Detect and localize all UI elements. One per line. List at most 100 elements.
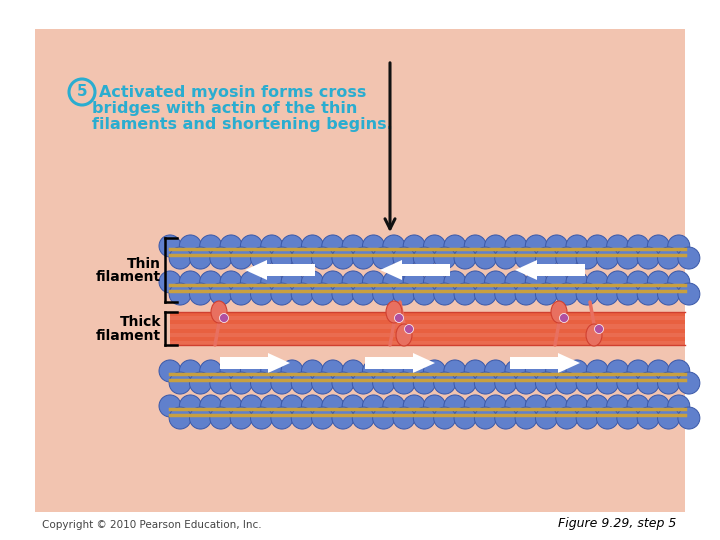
Circle shape <box>454 283 476 305</box>
Circle shape <box>586 395 608 417</box>
Circle shape <box>220 395 242 417</box>
Circle shape <box>352 407 374 429</box>
Circle shape <box>595 325 603 334</box>
Circle shape <box>271 372 293 394</box>
Circle shape <box>332 372 354 394</box>
Bar <box>170 320 685 325</box>
Circle shape <box>169 372 191 394</box>
Circle shape <box>433 247 456 269</box>
Circle shape <box>302 360 323 382</box>
Circle shape <box>546 271 567 293</box>
Circle shape <box>596 407 618 429</box>
Circle shape <box>657 407 680 429</box>
Circle shape <box>536 283 557 305</box>
Circle shape <box>495 283 517 305</box>
Circle shape <box>251 372 272 394</box>
Circle shape <box>251 407 272 429</box>
Circle shape <box>189 283 212 305</box>
Circle shape <box>373 407 395 429</box>
Circle shape <box>312 407 333 429</box>
Circle shape <box>485 271 507 293</box>
Circle shape <box>474 283 496 305</box>
Circle shape <box>667 271 690 293</box>
Polygon shape <box>515 260 537 280</box>
Circle shape <box>159 360 181 382</box>
Circle shape <box>596 247 618 269</box>
Circle shape <box>607 360 629 382</box>
Circle shape <box>464 235 486 257</box>
Circle shape <box>332 407 354 429</box>
Circle shape <box>159 395 181 417</box>
Circle shape <box>383 395 405 417</box>
Circle shape <box>189 247 212 269</box>
Circle shape <box>169 247 191 269</box>
Circle shape <box>342 360 364 382</box>
Circle shape <box>281 235 303 257</box>
Circle shape <box>536 247 557 269</box>
Circle shape <box>596 283 618 305</box>
Circle shape <box>495 407 517 429</box>
Polygon shape <box>413 353 435 373</box>
Circle shape <box>220 235 242 257</box>
Circle shape <box>586 360 608 382</box>
Circle shape <box>230 407 252 429</box>
Ellipse shape <box>386 301 402 323</box>
Circle shape <box>393 372 415 394</box>
Circle shape <box>607 235 629 257</box>
Circle shape <box>332 247 354 269</box>
Bar <box>170 316 685 320</box>
Circle shape <box>322 235 344 257</box>
Bar <box>365 357 413 369</box>
Circle shape <box>291 372 313 394</box>
Circle shape <box>342 235 364 257</box>
Circle shape <box>444 235 466 257</box>
Circle shape <box>667 360 690 382</box>
Circle shape <box>373 372 395 394</box>
Circle shape <box>261 235 283 257</box>
Circle shape <box>210 407 232 429</box>
Circle shape <box>403 235 426 257</box>
Circle shape <box>179 360 202 382</box>
Circle shape <box>240 395 262 417</box>
Circle shape <box>199 360 222 382</box>
Circle shape <box>210 247 232 269</box>
Text: Figure 9.29, step 5: Figure 9.29, step 5 <box>557 517 676 530</box>
Circle shape <box>576 407 598 429</box>
Circle shape <box>515 283 537 305</box>
Circle shape <box>617 407 639 429</box>
Circle shape <box>464 395 486 417</box>
Circle shape <box>302 395 323 417</box>
Circle shape <box>169 407 191 429</box>
Circle shape <box>464 360 486 382</box>
Circle shape <box>546 395 567 417</box>
Circle shape <box>566 360 588 382</box>
Circle shape <box>189 407 212 429</box>
Circle shape <box>657 283 680 305</box>
Circle shape <box>637 407 660 429</box>
Circle shape <box>240 235 262 257</box>
Circle shape <box>210 372 232 394</box>
Circle shape <box>526 395 547 417</box>
Bar <box>510 357 558 369</box>
Text: bridges with actin of the thin: bridges with actin of the thin <box>92 100 357 116</box>
Circle shape <box>413 407 436 429</box>
Circle shape <box>495 372 517 394</box>
Circle shape <box>261 395 283 417</box>
Circle shape <box>536 407 557 429</box>
Circle shape <box>454 407 476 429</box>
Circle shape <box>546 360 567 382</box>
Circle shape <box>199 235 222 257</box>
Circle shape <box>566 395 588 417</box>
Circle shape <box>647 360 670 382</box>
Circle shape <box>505 271 527 293</box>
Circle shape <box>413 283 436 305</box>
Circle shape <box>403 395 426 417</box>
Circle shape <box>515 247 537 269</box>
Circle shape <box>505 395 527 417</box>
Circle shape <box>413 372 436 394</box>
Circle shape <box>322 360 344 382</box>
Circle shape <box>566 235 588 257</box>
Circle shape <box>627 360 649 382</box>
Circle shape <box>485 360 507 382</box>
Polygon shape <box>268 353 290 373</box>
